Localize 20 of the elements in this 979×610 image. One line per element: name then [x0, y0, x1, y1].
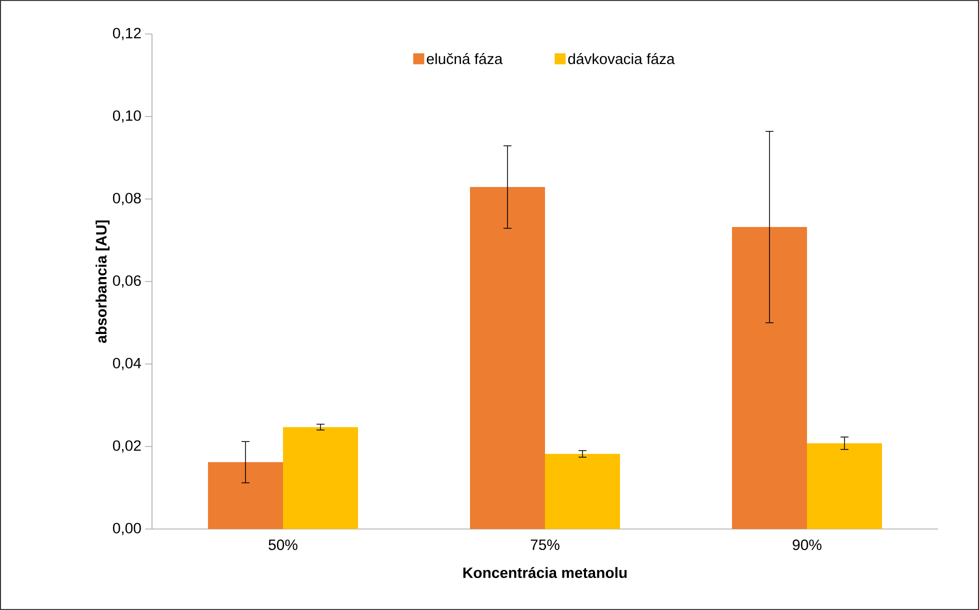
- legend-label: elučná fáza: [426, 53, 503, 64]
- x-axis-title: Koncentrácia metanolu: [463, 566, 627, 578]
- y-tick-label: 0,08: [112, 192, 141, 206]
- y-axis-title: absorbancia [AU]: [96, 220, 110, 343]
- y-tick-label: 0,04: [112, 358, 142, 370]
- bar: [283, 427, 358, 529]
- y-tick-label: 0,12: [112, 28, 141, 40]
- y-tick-label: 0,00: [112, 522, 141, 536]
- legend-label: dávkovacia fáza: [568, 53, 675, 64]
- x-tick-label: 75%: [530, 540, 560, 550]
- bar: [545, 454, 620, 529]
- y-tick-label: 0,02: [112, 440, 141, 453]
- x-tick-label: 50%: [268, 540, 298, 550]
- bar: [470, 187, 546, 529]
- x-tick-label: 90%: [792, 540, 822, 550]
- bar: [732, 227, 808, 529]
- y-tick-label: 0,10: [112, 110, 141, 123]
- bar: [807, 443, 882, 529]
- y-tick-label: 0,06: [112, 275, 141, 288]
- bar: [208, 462, 284, 529]
